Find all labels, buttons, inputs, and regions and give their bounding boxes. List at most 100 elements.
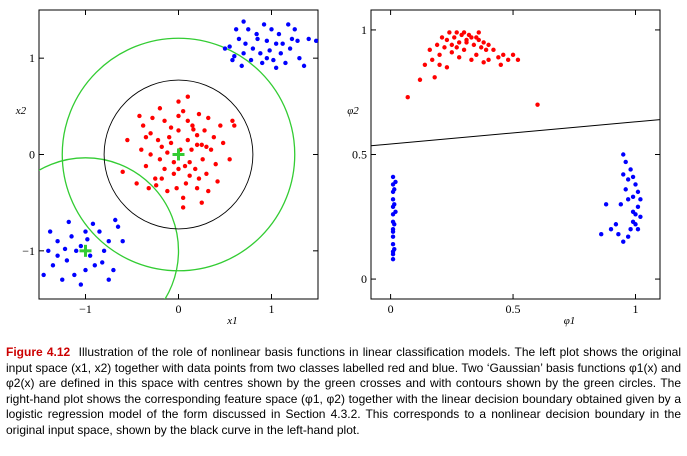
green-cross-centre	[79, 244, 92, 257]
figure: −1 0 1 −1 0 1 x1 x2 0 0.5 1 0 0.5 1 φ1 φ2	[15, 9, 661, 327]
blue-data-point	[390, 241, 396, 247]
red-data-point	[218, 123, 223, 128]
red-data-point	[199, 142, 204, 148]
red-data-point	[155, 137, 161, 143]
red-data-point	[483, 47, 489, 53]
blue-data-point	[390, 251, 396, 257]
red-data-point	[469, 57, 474, 63]
red-data-point	[193, 166, 198, 172]
red-data-point	[422, 62, 428, 68]
red-data-point	[481, 60, 486, 65]
blue-data-point	[630, 194, 636, 200]
blue-data-point	[264, 38, 270, 44]
blue-data-point	[625, 197, 631, 202]
red-data-point	[176, 99, 181, 104]
red-data-point	[162, 166, 167, 172]
left-axes: −1 0 1 −1 0 1 x1 x2	[15, 10, 318, 327]
blue-data-point	[47, 229, 53, 234]
blue-data-point	[232, 54, 237, 59]
blue-data-point	[106, 239, 111, 244]
red-data-point	[232, 123, 237, 128]
red-data-point	[187, 173, 192, 178]
red-data-point	[213, 161, 218, 167]
figure-label: Figure 4.12	[6, 345, 71, 359]
blue-data-point	[233, 27, 239, 32]
y-tick-label: 0	[361, 272, 367, 286]
blue-data-point	[60, 277, 65, 282]
red-data-point	[165, 188, 170, 194]
red-data-point	[157, 157, 163, 162]
blue-data-point	[390, 229, 396, 234]
red-data-point	[498, 62, 504, 68]
blue-data-point	[287, 46, 293, 51]
red-data-point	[134, 181, 139, 186]
red-data-point	[204, 171, 209, 176]
red-data-point	[168, 125, 174, 130]
blue-data-point	[633, 222, 638, 227]
blue-data-point	[41, 272, 46, 278]
x-tick-label: 1	[269, 302, 275, 316]
x-tick-label: 0	[176, 302, 182, 316]
blue-data-point	[271, 57, 276, 63]
red-data-point	[194, 133, 200, 138]
blue-data-point	[241, 51, 246, 56]
x-tick-label: 0	[388, 302, 394, 316]
red-data-point	[200, 157, 205, 162]
red-data-point	[515, 57, 521, 63]
red-data-point	[215, 179, 220, 184]
blue-data-point	[113, 217, 118, 223]
blue-data-point	[97, 229, 102, 234]
blue-data-point	[230, 57, 235, 63]
red-data-point	[444, 65, 450, 70]
blue-data-point	[623, 187, 628, 192]
blue-data-point	[621, 172, 626, 177]
blue-data-point	[83, 229, 88, 234]
y-tick-label: −1	[22, 244, 35, 258]
blue-data-point	[635, 204, 641, 210]
red-data-point	[456, 40, 462, 45]
blue-data-point	[87, 253, 93, 258]
red-data-point	[157, 106, 163, 111]
blue-data-point	[283, 60, 288, 66]
y-tick-label: 0.5	[352, 148, 367, 162]
blue-data-point	[628, 227, 633, 232]
caption-text: Illustration of the role of nonlinear ba…	[6, 345, 681, 437]
blue-data-point	[623, 159, 628, 165]
blue-data-point	[254, 31, 259, 37]
red-data-point	[449, 42, 455, 48]
blue-data-point	[301, 63, 307, 69]
red-data-point	[452, 35, 457, 40]
red-data-point	[183, 181, 189, 186]
blue-data-point	[227, 44, 232, 49]
y-tick-label: 1	[361, 23, 367, 37]
blue-data-point	[111, 267, 116, 273]
red-data-point	[474, 52, 479, 58]
red-data-point	[159, 176, 164, 181]
red-data-point	[180, 205, 186, 210]
blue-data-point	[69, 234, 74, 239]
blue-data-point	[618, 202, 624, 207]
blue-data-point	[120, 239, 125, 244]
red-data-point	[491, 47, 496, 53]
blue-data-point	[273, 65, 279, 71]
blue-data-point	[390, 234, 396, 239]
red-data-point	[496, 55, 501, 60]
blue-data-point	[248, 57, 254, 63]
red-data-point	[469, 35, 474, 40]
red-data-point	[194, 142, 200, 148]
blue-data-point	[630, 174, 636, 180]
red-data-point	[437, 62, 442, 68]
blue-data-point	[267, 48, 272, 53]
red-data-point	[464, 40, 469, 45]
blue-data-point	[85, 237, 90, 242]
blue-data-point	[78, 282, 84, 287]
blue-data-point	[313, 38, 318, 44]
blue-data-point	[613, 222, 619, 227]
blue-data-point	[269, 27, 274, 32]
red-data-point	[405, 94, 410, 100]
red-data-point	[140, 123, 146, 128]
blue-data-point	[633, 182, 638, 187]
red-data-point	[444, 37, 450, 43]
figure-caption: Figure 4.12 Illustration of the role of …	[6, 345, 681, 439]
blue-data-point	[280, 41, 285, 46]
